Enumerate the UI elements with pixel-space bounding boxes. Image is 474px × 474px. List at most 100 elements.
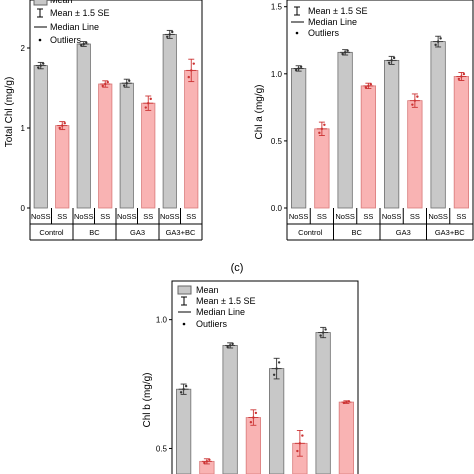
data-point bbox=[346, 49, 349, 52]
x-tick-label: SS bbox=[143, 212, 153, 221]
legend-outlier-label: Outliers bbox=[196, 319, 228, 329]
bar-ss bbox=[407, 100, 423, 209]
bar-noss bbox=[337, 51, 353, 209]
panel-b-ylabel: Chl a (mg/g) bbox=[254, 84, 265, 139]
data-point bbox=[249, 420, 253, 424]
panel-c-chl-b: Mean Mean ± 1.5 SE Median Line Outliers … bbox=[142, 280, 359, 474]
data-point bbox=[203, 461, 206, 465]
bar-ss bbox=[98, 83, 113, 209]
bar-ss bbox=[314, 128, 330, 209]
data-point bbox=[80, 44, 83, 47]
x-tick-label: NoSS bbox=[31, 212, 51, 221]
legend-se-label: Mean ± 1.5 SE bbox=[50, 8, 109, 18]
legend-outlier-swatch bbox=[295, 31, 299, 35]
data-point bbox=[184, 384, 188, 388]
data-point bbox=[321, 331, 325, 334]
data-point bbox=[301, 434, 304, 437]
legend-outlier-label: Outliers bbox=[50, 35, 82, 45]
group-label: Control bbox=[39, 228, 64, 237]
data-point bbox=[166, 35, 169, 38]
data-point bbox=[179, 391, 183, 394]
data-point bbox=[128, 79, 131, 83]
legend-median-label: Median Line bbox=[196, 307, 245, 317]
data-point bbox=[171, 30, 174, 34]
panel-c-label: (c) bbox=[231, 262, 244, 274]
y-tick-label: 2 bbox=[21, 44, 26, 53]
panel-c-ylabel: Chl b (mg/g) bbox=[142, 372, 153, 427]
legend-se-label: Mean ± 1.5 SE bbox=[308, 6, 367, 16]
legend-median-label: Median Line bbox=[50, 22, 99, 32]
data-point bbox=[299, 65, 303, 69]
data-point bbox=[347, 400, 351, 403]
data-point bbox=[457, 77, 461, 81]
data-point bbox=[298, 442, 302, 445]
bar-ss bbox=[141, 102, 156, 209]
bar-ss bbox=[55, 125, 70, 209]
x-tick-label: SS bbox=[57, 212, 67, 221]
data-point bbox=[439, 37, 442, 40]
panel-b-legend: Mean ± 1.5 SE Median Line Outliers bbox=[291, 6, 367, 38]
bar-noss bbox=[315, 332, 331, 474]
x-tick-label: NoSS bbox=[117, 212, 137, 221]
data-point bbox=[294, 68, 298, 72]
y-tick-label: 0.5 bbox=[271, 137, 283, 146]
bar-noss bbox=[33, 65, 48, 209]
data-point bbox=[37, 66, 40, 69]
data-point bbox=[277, 361, 281, 364]
panel-c-bars: 0.5 1.0 bbox=[156, 316, 354, 474]
y-tick-label: 1.0 bbox=[271, 70, 283, 79]
data-point bbox=[187, 75, 190, 79]
data-point bbox=[182, 388, 185, 391]
data-point bbox=[390, 59, 393, 62]
data-point bbox=[252, 416, 255, 419]
data-point bbox=[392, 56, 396, 60]
data-point bbox=[101, 84, 104, 88]
panel-c-legend: Mean Mean ± 1.5 SE Median Line Outliers bbox=[177, 285, 255, 329]
data-point bbox=[226, 345, 229, 349]
data-point bbox=[297, 67, 300, 70]
x-tick-label: SS bbox=[186, 212, 196, 221]
legend-mean-swatch bbox=[33, 0, 48, 6]
bar-noss bbox=[430, 41, 446, 209]
panel-a-bars: 0 1 2 NoSS SS NoSS SS NoSS SS NoSS SS Control BC GA3 G… bbox=[21, 29, 203, 241]
data-point bbox=[416, 95, 419, 98]
group-label: GA3+BC bbox=[166, 228, 196, 237]
legend-outlier-label: Outliers bbox=[308, 28, 340, 38]
panel-b-chl-a: Mean ± 1.5 SE Median Line Outliers Chl a… bbox=[254, 0, 474, 241]
data-point bbox=[387, 61, 391, 65]
data-point bbox=[39, 64, 42, 67]
data-point bbox=[324, 328, 327, 331]
group-label: GA3+BC bbox=[435, 228, 465, 237]
data-point bbox=[369, 83, 373, 86]
legend-se-swatch bbox=[181, 296, 187, 306]
data-point bbox=[106, 80, 109, 84]
data-point bbox=[272, 373, 276, 376]
data-point bbox=[125, 82, 128, 85]
bar-noss bbox=[119, 82, 134, 209]
legend-mean-label: Mean bbox=[196, 285, 219, 295]
data-point bbox=[364, 86, 368, 89]
data-point bbox=[61, 124, 64, 127]
bar-noss bbox=[76, 43, 91, 209]
data-point bbox=[208, 458, 211, 462]
data-point bbox=[63, 122, 66, 125]
y-tick-label: 0.0 bbox=[271, 204, 283, 213]
data-point bbox=[123, 84, 126, 87]
y-tick-label: 0 bbox=[21, 204, 26, 213]
data-point bbox=[323, 123, 326, 127]
bar-noss bbox=[162, 34, 177, 209]
legend-se-label: Mean ± 1.5 SE bbox=[196, 296, 255, 306]
legend-mean-label: Mean bbox=[50, 0, 73, 5]
data-point bbox=[58, 126, 61, 130]
bar-noss bbox=[384, 59, 400, 209]
legend-mean-swatch bbox=[177, 285, 192, 295]
x-tick-label: NoSS bbox=[382, 212, 402, 221]
bar-ss bbox=[360, 85, 376, 209]
group-label: GA3 bbox=[396, 228, 411, 237]
bar-ss bbox=[453, 76, 469, 209]
panel-c-frame bbox=[171, 280, 359, 474]
x-tick-label: SS bbox=[317, 212, 327, 221]
data-point bbox=[231, 342, 234, 346]
legend-median-label: Median Line bbox=[308, 17, 357, 27]
